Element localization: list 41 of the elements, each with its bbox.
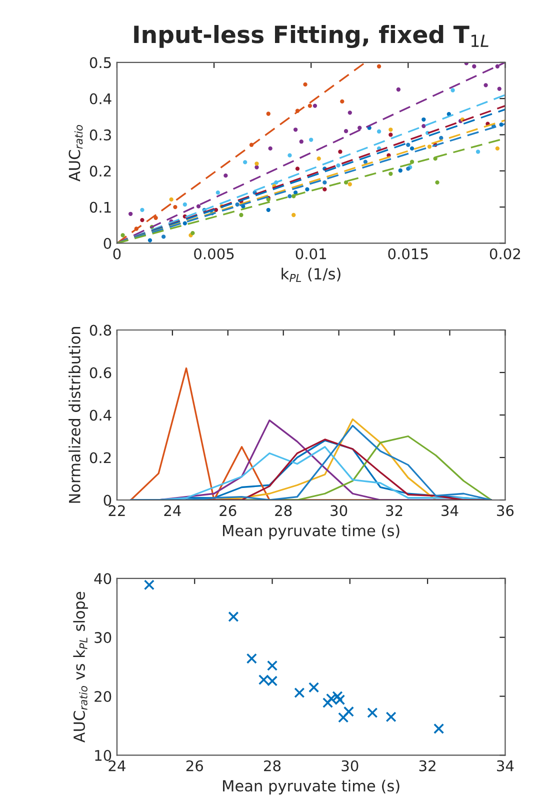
x-tick-label: 22 — [108, 505, 125, 516]
x-axis-title: k$_{PL}$ (1/s) — [282, 268, 340, 282]
x-tick-label: 0.01 — [296, 248, 326, 260]
x-tick-label: 0.005 — [194, 248, 234, 260]
y-tick-label: 10 — [95, 750, 112, 761]
y-tick-label: 0.4 — [90, 93, 112, 104]
y-tick-label: 0 — [104, 238, 112, 249]
x-tick-label: 30 — [330, 505, 348, 516]
y-tick-label: 20 — [94, 690, 112, 702]
x-tick-label: 26 — [220, 505, 236, 516]
x-tick-label: 24 — [108, 760, 126, 772]
y-tick-label: 0 — [104, 494, 112, 506]
x-tick-label: 28 — [275, 505, 292, 516]
y-axis-title: AUC$_{ratio}$ vs k$_{PL}$ slope — [73, 592, 88, 743]
x-axis-title: Mean pyruvate time (s) — [223, 524, 400, 540]
x-tick-label: 36 — [497, 505, 514, 516]
y-tick-label: 0.5 — [90, 57, 111, 68]
y-tick-label: 0.1 — [90, 202, 111, 213]
y-tick-label: 0.8 — [90, 324, 112, 336]
x-tick-label: 0.015 — [388, 248, 428, 260]
x-tick-label: 28 — [264, 760, 281, 772]
x-tick-label: 30 — [342, 760, 358, 772]
x-tick-label: 26 — [186, 760, 203, 772]
x-tick-label: 0.02 — [490, 248, 520, 260]
x-tick-label: 34 — [442, 505, 458, 516]
x-tick-label: 24 — [164, 505, 181, 516]
y-axis-title: Normalized distribution — [68, 327, 80, 503]
y-tick-label: 0.6 — [90, 367, 112, 378]
y-tick-label: 0.2 — [90, 166, 111, 177]
x-tick-label: 34 — [497, 760, 514, 772]
x-tick-label: 32 — [419, 760, 436, 772]
x-tick-label: 0 — [113, 248, 121, 260]
y-tick-label: 40 — [94, 573, 112, 584]
y-axis-title: AUC$_{ratio}$ — [68, 124, 83, 182]
y-tick-label: 0.2 — [90, 452, 111, 464]
y-tick-label: 0.4 — [90, 410, 112, 421]
x-axis-title: Mean pyruvate time (s) — [223, 780, 400, 795]
chart-title: Input-less Fitting, fixed T$_{1L}$ — [134, 25, 488, 48]
x-tick-label: 32 — [386, 505, 402, 516]
y-tick-label: 30 — [94, 632, 112, 644]
y-tick-label: 0.3 — [90, 129, 111, 140]
